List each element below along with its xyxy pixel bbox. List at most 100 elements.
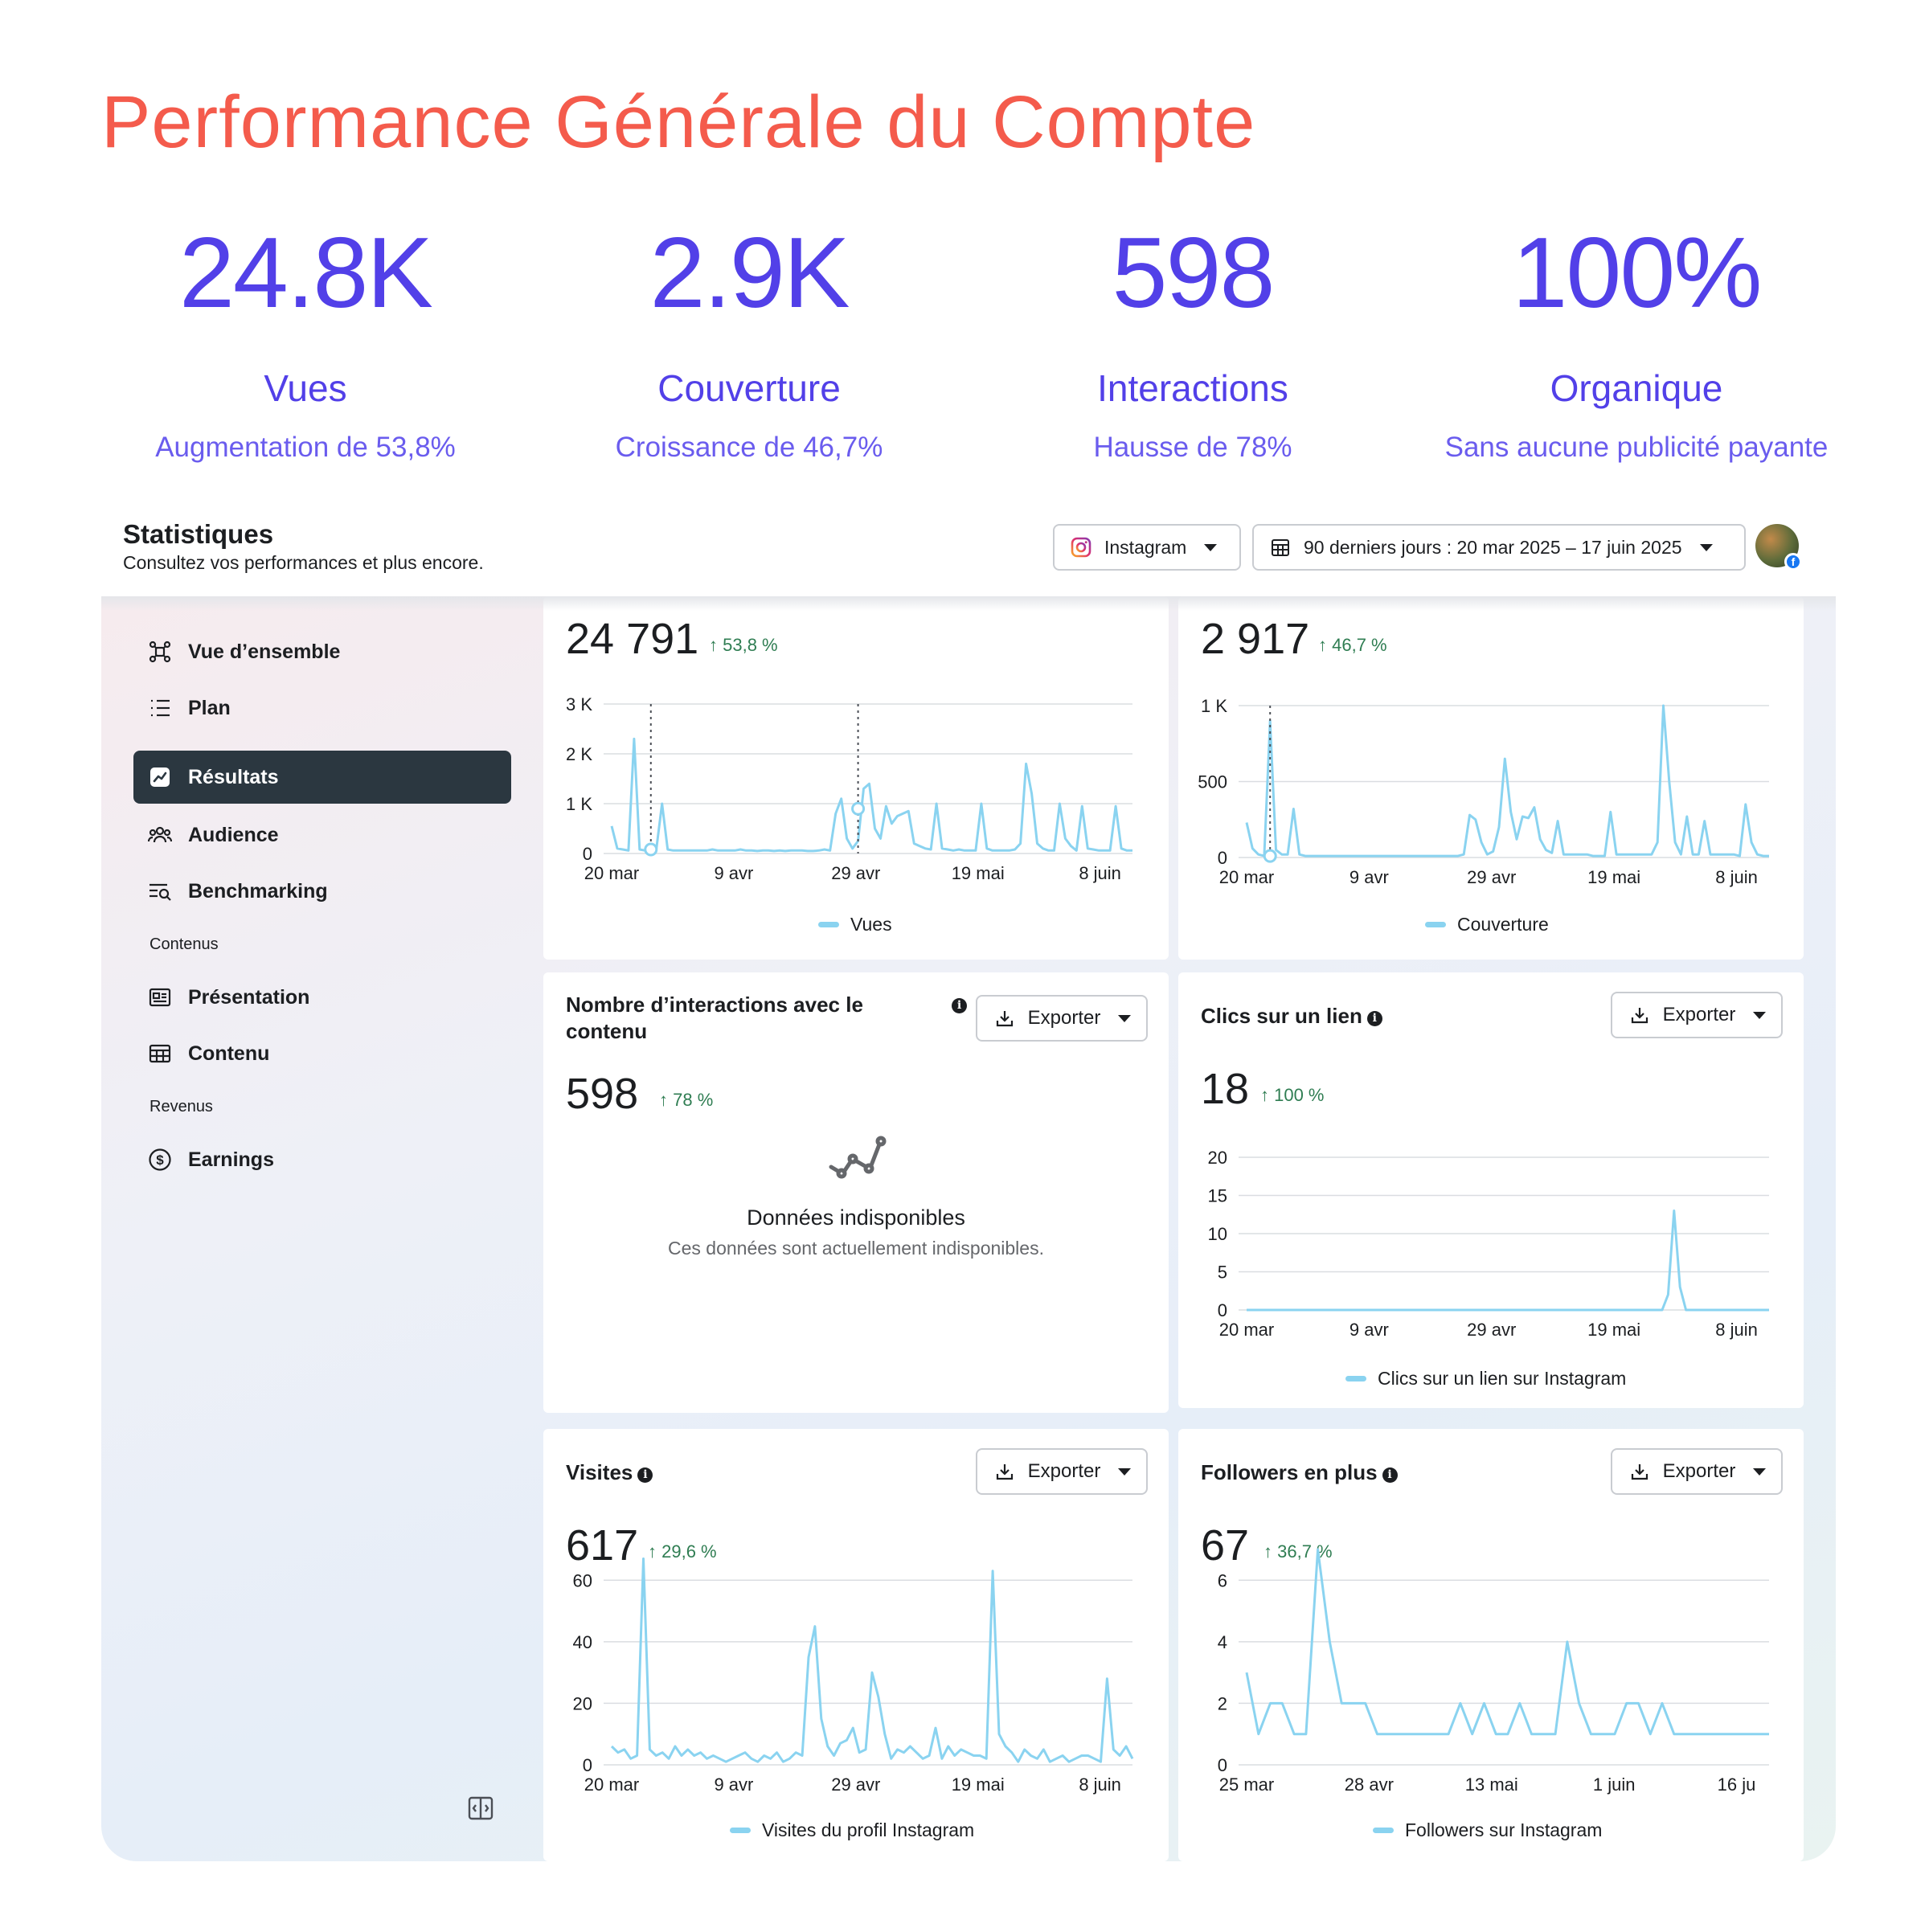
x-tick-label: 13 mai — [1465, 1774, 1518, 1795]
legend-label: Couverture — [1457, 914, 1549, 935]
y-tick-label: 10 — [1208, 1224, 1227, 1244]
hover-marker-point — [1263, 849, 1277, 863]
kpi-subtitle: Augmentation de 53,8% — [155, 432, 456, 463]
views-card: 24 791 ↑ 53,8 % 0 1 K 2 K 3 K 20 mar 9 avr 29 … — [543, 596, 1169, 960]
download-icon — [993, 1006, 1017, 1030]
sidebar-collapse-icon[interactable] — [466, 1794, 495, 1823]
reach-delta: ↑ 46,7 % — [1318, 635, 1387, 655]
link-clicks-chart: 0 5 10 15 20 20 mar 9 avr 29 avr 19 mai 8 juin — [1208, 1148, 1769, 1340]
kpi-value: 100% — [1512, 218, 1762, 329]
visits-title-text: Visites — [566, 1460, 633, 1484]
presentation-icon — [148, 985, 172, 1009]
sidebar-item-earnings[interactable]: $ Earnings — [133, 1133, 511, 1186]
interactions-title-text: Nombre d’interactions avec le contenu — [566, 993, 863, 1043]
unavailable-title: Données indisponibles — [747, 1205, 965, 1230]
kpi-subtitle: Hausse de 78% — [1093, 432, 1292, 463]
series-line — [1247, 1210, 1769, 1312]
kpi-reach: 2.9K Couverture Croissance de 46,7% — [524, 217, 974, 465]
sidebar-item-benchmarking[interactable]: Benchmarking — [133, 865, 511, 918]
followers-card: Followers en plus i Exporter 67 ↑ 36,7 % … — [1178, 1429, 1804, 1861]
sidebar-item-results[interactable]: Résultats — [133, 751, 511, 804]
export-button[interactable]: Exporter — [1611, 992, 1783, 1038]
reach-legend: Couverture — [1425, 914, 1549, 935]
kpi-label: Interactions — [1097, 367, 1288, 409]
y-tick-label: 5 — [1218, 1263, 1227, 1283]
followers-value: 67 — [1201, 1521, 1250, 1570]
x-tick-label: 9 avr — [714, 863, 753, 883]
kpi-interactions: 598 Interactions Hausse de 78% — [968, 217, 1418, 465]
legend-swatch — [818, 922, 839, 927]
followers-legend: Followers sur Instagram — [1373, 1819, 1602, 1841]
export-button[interactable]: Exporter — [1611, 1448, 1783, 1495]
link-clicks-card: Clics sur un lien i Exporter 18 ↑ 100 % 0… — [1178, 972, 1804, 1408]
export-button[interactable]: Exporter — [976, 1448, 1148, 1495]
y-tick-label: 2 — [1218, 1693, 1227, 1713]
x-tick-label: 9 avr — [714, 1774, 753, 1795]
visits-delta: ↑ 29,6 % — [648, 1541, 717, 1562]
info-icon[interactable]: i — [952, 998, 967, 1013]
x-tick-label: 29 avr — [1467, 867, 1516, 887]
sidebar-item-label: Vue d’ensemble — [188, 640, 341, 663]
series-line — [610, 1557, 1134, 1763]
legend-swatch — [1425, 922, 1446, 927]
list-icon — [148, 696, 172, 720]
x-tick-label: 19 mai — [1587, 867, 1640, 887]
panel-top-shadow — [101, 596, 1836, 611]
avatar[interactable]: f — [1755, 524, 1802, 571]
benchmark-icon — [148, 879, 172, 903]
sidebar-item-label: Benchmarking — [188, 879, 328, 903]
x-tick-label: 20 mar — [584, 1774, 639, 1795]
legend-label: Followers sur Instagram — [1405, 1819, 1603, 1840]
sidebar-item-presentation[interactable]: Présentation — [133, 971, 511, 1024]
sidebar-item-overview[interactable]: Vue d’ensemble — [133, 625, 511, 678]
y-tick-label: 0 — [1218, 848, 1227, 868]
x-tick-label: 29 avr — [831, 1774, 880, 1795]
facebook-icon: f — [1784, 553, 1802, 571]
kpi-views: 24.8K Vues Augmentation de 53,8% — [80, 217, 530, 465]
chart-trend-icon — [148, 765, 172, 789]
series-line — [610, 737, 1132, 853]
page-title: Statistiques — [123, 519, 274, 549]
export-label: Exporter — [1027, 1460, 1101, 1482]
visits-legend: Visites du profil Instagram — [730, 1819, 974, 1841]
series-line — [1245, 1548, 1769, 1736]
info-icon[interactable]: i — [1366, 1011, 1382, 1026]
y-tick-label: 1 K — [1201, 696, 1227, 716]
y-tick-label: 2 K — [566, 744, 592, 764]
info-icon[interactable]: i — [637, 1467, 653, 1483]
kpi-value: 598 — [1112, 218, 1276, 329]
y-tick-label: 20 — [573, 1693, 592, 1713]
date-range-select[interactable]: 90 derniers jours : 20 mar 2025 – 17 jui… — [1252, 524, 1746, 571]
info-icon[interactable]: i — [1382, 1467, 1398, 1483]
table-icon — [148, 1042, 172, 1066]
followers-title: Followers en plus i — [1201, 1459, 1398, 1486]
visits-card: Visites i Exporter 617 ↑ 29,6 % 0 20 40 60 20… — [543, 1429, 1169, 1861]
y-tick-label: 40 — [573, 1632, 592, 1652]
link-clicks-delta: ↑ 100 % — [1260, 1085, 1325, 1105]
y-tick-label: 0 — [1218, 1300, 1227, 1320]
legend-swatch — [730, 1828, 751, 1833]
link-clicks-title: Clics sur un lien i — [1201, 1003, 1382, 1029]
download-icon — [1628, 1003, 1652, 1027]
sidebar-item-content[interactable]: Contenu — [133, 1027, 511, 1080]
insights-panel: Vue d’ensemble Plan Résultats Audience B… — [101, 596, 1836, 1861]
date-range-value: 90 derniers jours : 20 mar 2025 – 17 jui… — [1304, 536, 1682, 558]
unavailable-subtitle: Ces données sont actuellement indisponib… — [668, 1238, 1044, 1259]
interactions-delta: ↑ 78 % — [659, 1090, 714, 1110]
kpi-value: 24.8K — [178, 218, 433, 329]
sidebar-item-audience[interactable]: Audience — [133, 808, 511, 862]
page-heading: Performance Générale du Compte — [101, 81, 1256, 163]
kpi-label: Organique — [1550, 367, 1723, 409]
platform-select[interactable]: Instagram — [1053, 524, 1241, 571]
sidebar-item-plan[interactable]: Plan — [133, 682, 511, 735]
x-tick-label: 9 avr — [1349, 1320, 1389, 1340]
x-tick-label: 19 mai — [1587, 1320, 1640, 1340]
y-tick-label: 0 — [583, 1755, 592, 1775]
legend-label: Vues — [850, 914, 892, 935]
sidebar-item-label: Audience — [188, 823, 279, 846]
legend-swatch — [1373, 1828, 1394, 1833]
kpi-organic: 100% Organique Sans aucune publicité pay… — [1411, 217, 1861, 465]
views-value: 24 791 — [566, 615, 699, 663]
export-button[interactable]: Exporter — [976, 995, 1148, 1042]
sidebar-item-label: Résultats — [188, 765, 279, 788]
